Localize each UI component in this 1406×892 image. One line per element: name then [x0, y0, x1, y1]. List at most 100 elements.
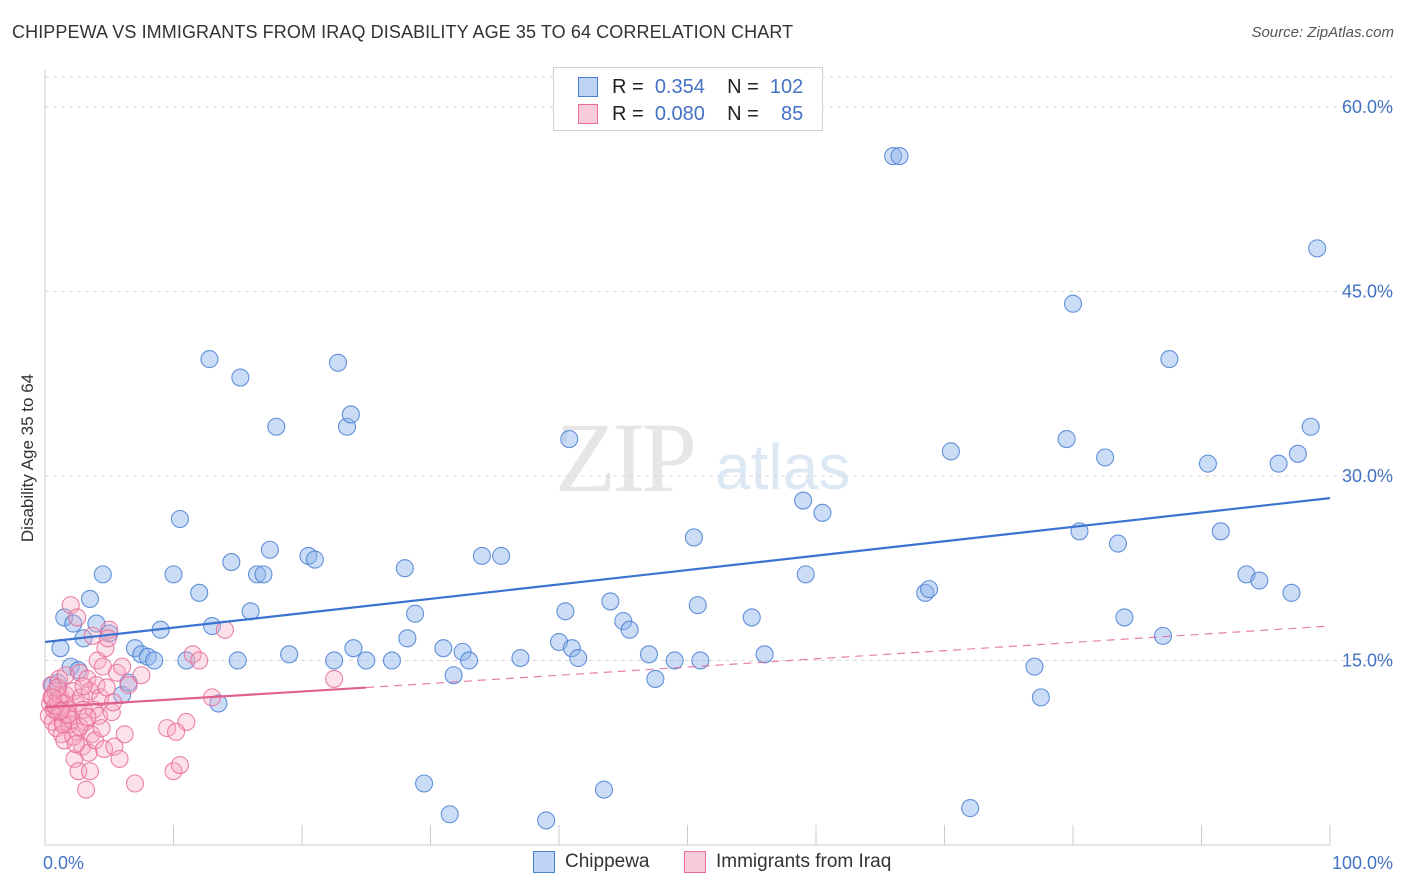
iraq-point: [68, 608, 87, 627]
legend-r-label: R =: [612, 75, 644, 98]
iraq-point: [167, 722, 186, 741]
chippewa-point: [241, 602, 260, 621]
chippewa-point: [1282, 583, 1301, 602]
iraq-point: [190, 651, 209, 670]
chippewa-point: [341, 405, 360, 424]
chippewa-point: [382, 651, 402, 670]
chippewa-point: [492, 546, 511, 565]
iraq-point: [158, 719, 177, 738]
chippewa-point: [601, 592, 620, 611]
chippewa-point: [794, 491, 813, 510]
chippewa-point: [511, 648, 530, 668]
legend-n-label: N =: [727, 75, 759, 98]
correlation-legend: R = 0.354 N = 102 R = 0.080 N = 85: [553, 67, 823, 131]
chippewa-point: [1308, 239, 1327, 258]
chippewa-point: [620, 620, 639, 639]
series-legend: Chippewa Immigrants from Iraq: [0, 851, 1406, 879]
legend-label-iraq: Immigrants from Iraq: [716, 851, 892, 872]
legend-item-chippewa[interactable]: Chippewa: [533, 851, 650, 873]
iraq-point: [55, 731, 74, 750]
legend-row-chippewa: R = 0.354 N = 102: [578, 74, 803, 100]
chippewa-point: [280, 645, 299, 664]
iraq-point: [77, 780, 96, 799]
chippewa-point: [231, 368, 250, 387]
chippewa-point: [1269, 454, 1288, 473]
chippewa-point: [80, 589, 100, 609]
chippewa-point: [1057, 429, 1076, 449]
legend-row-iraq: R = 0.080 N = 85: [578, 101, 803, 127]
chippewa-point: [1115, 608, 1134, 627]
iraq-point: [215, 620, 234, 639]
chippewa-point: [1096, 448, 1115, 467]
chippewa-point: [755, 645, 774, 664]
chippewa-point: [260, 540, 279, 559]
chippewa-trend-line: [44, 497, 1331, 644]
chippewa-point: [325, 651, 344, 670]
iraq-point: [74, 677, 93, 696]
chippewa-point: [170, 509, 189, 529]
iraq-point: [125, 774, 144, 793]
chippewa-point: [890, 147, 909, 166]
iraq-point: [64, 727, 83, 746]
chippewa-point: [1025, 657, 1044, 676]
chippewa-point: [459, 651, 479, 670]
chippewa-swatch: [578, 77, 598, 97]
chippewa-point: [813, 503, 832, 522]
iraq-point: [110, 749, 129, 768]
chippewa-point: [51, 639, 70, 658]
chippewa-point: [1108, 534, 1128, 553]
iraq-point: [92, 719, 111, 738]
chippewa-point: [328, 353, 348, 372]
chippewa-point: [569, 648, 588, 668]
chippewa-point: [344, 639, 363, 658]
chippewa-point: [691, 651, 710, 670]
chippewa-point: [228, 651, 247, 670]
legend-item-iraq[interactable]: Immigrants from Iraq: [684, 851, 891, 873]
chippewa-point: [357, 651, 376, 670]
iraq-point: [113, 657, 132, 676]
chippewa-point: [406, 604, 425, 623]
chippewa-point: [1153, 626, 1172, 645]
legend-n-value: 102: [769, 75, 804, 98]
y-tick-label: 60.0%: [1342, 97, 1393, 117]
chippewa-point: [254, 565, 273, 584]
iraq-point: [56, 666, 75, 685]
chippewa-point: [395, 559, 414, 578]
y-tick-label: 45.0%: [1342, 281, 1393, 301]
chippewa-point: [796, 565, 815, 584]
chippewa-point: [646, 669, 665, 688]
legend-n-value: 85: [781, 102, 804, 125]
watermark-zip: ZIP: [555, 402, 697, 513]
iraq-swatch: [578, 104, 598, 124]
y-tick-label: 30.0%: [1342, 466, 1393, 486]
chippewa-point: [1063, 294, 1083, 313]
chippewa-point: [920, 580, 939, 599]
iraq-point: [115, 725, 134, 744]
chippewa-point: [562, 639, 581, 658]
chippewa-point: [961, 799, 980, 818]
chippewa-point: [472, 546, 491, 565]
watermark-atlas: atlas: [715, 431, 851, 503]
chippewa-point: [1211, 522, 1230, 541]
chippewa-point: [537, 811, 556, 830]
iraq-point: [170, 755, 189, 775]
chippewa-point: [440, 805, 459, 824]
legend-r-label: R =: [612, 102, 644, 125]
x-tick-label: 0.0%: [43, 853, 84, 873]
chippewa-point: [415, 774, 434, 793]
iraq-point: [80, 762, 100, 781]
chippewa-point: [222, 553, 241, 572]
chippewa-point: [93, 565, 112, 584]
iraq-point: [132, 666, 151, 685]
y-tick-label: 15.0%: [1342, 650, 1393, 670]
chippewa-point: [688, 596, 707, 615]
chippewa-point: [434, 639, 453, 658]
chippewa-point: [884, 147, 903, 166]
chippewa-point: [444, 666, 463, 685]
chippewa-point: [247, 565, 267, 584]
chippewa-point: [665, 651, 684, 670]
iraq-swatch: [684, 851, 706, 873]
iraq-trend-line: [44, 686, 367, 709]
iraq-point: [119, 676, 138, 695]
